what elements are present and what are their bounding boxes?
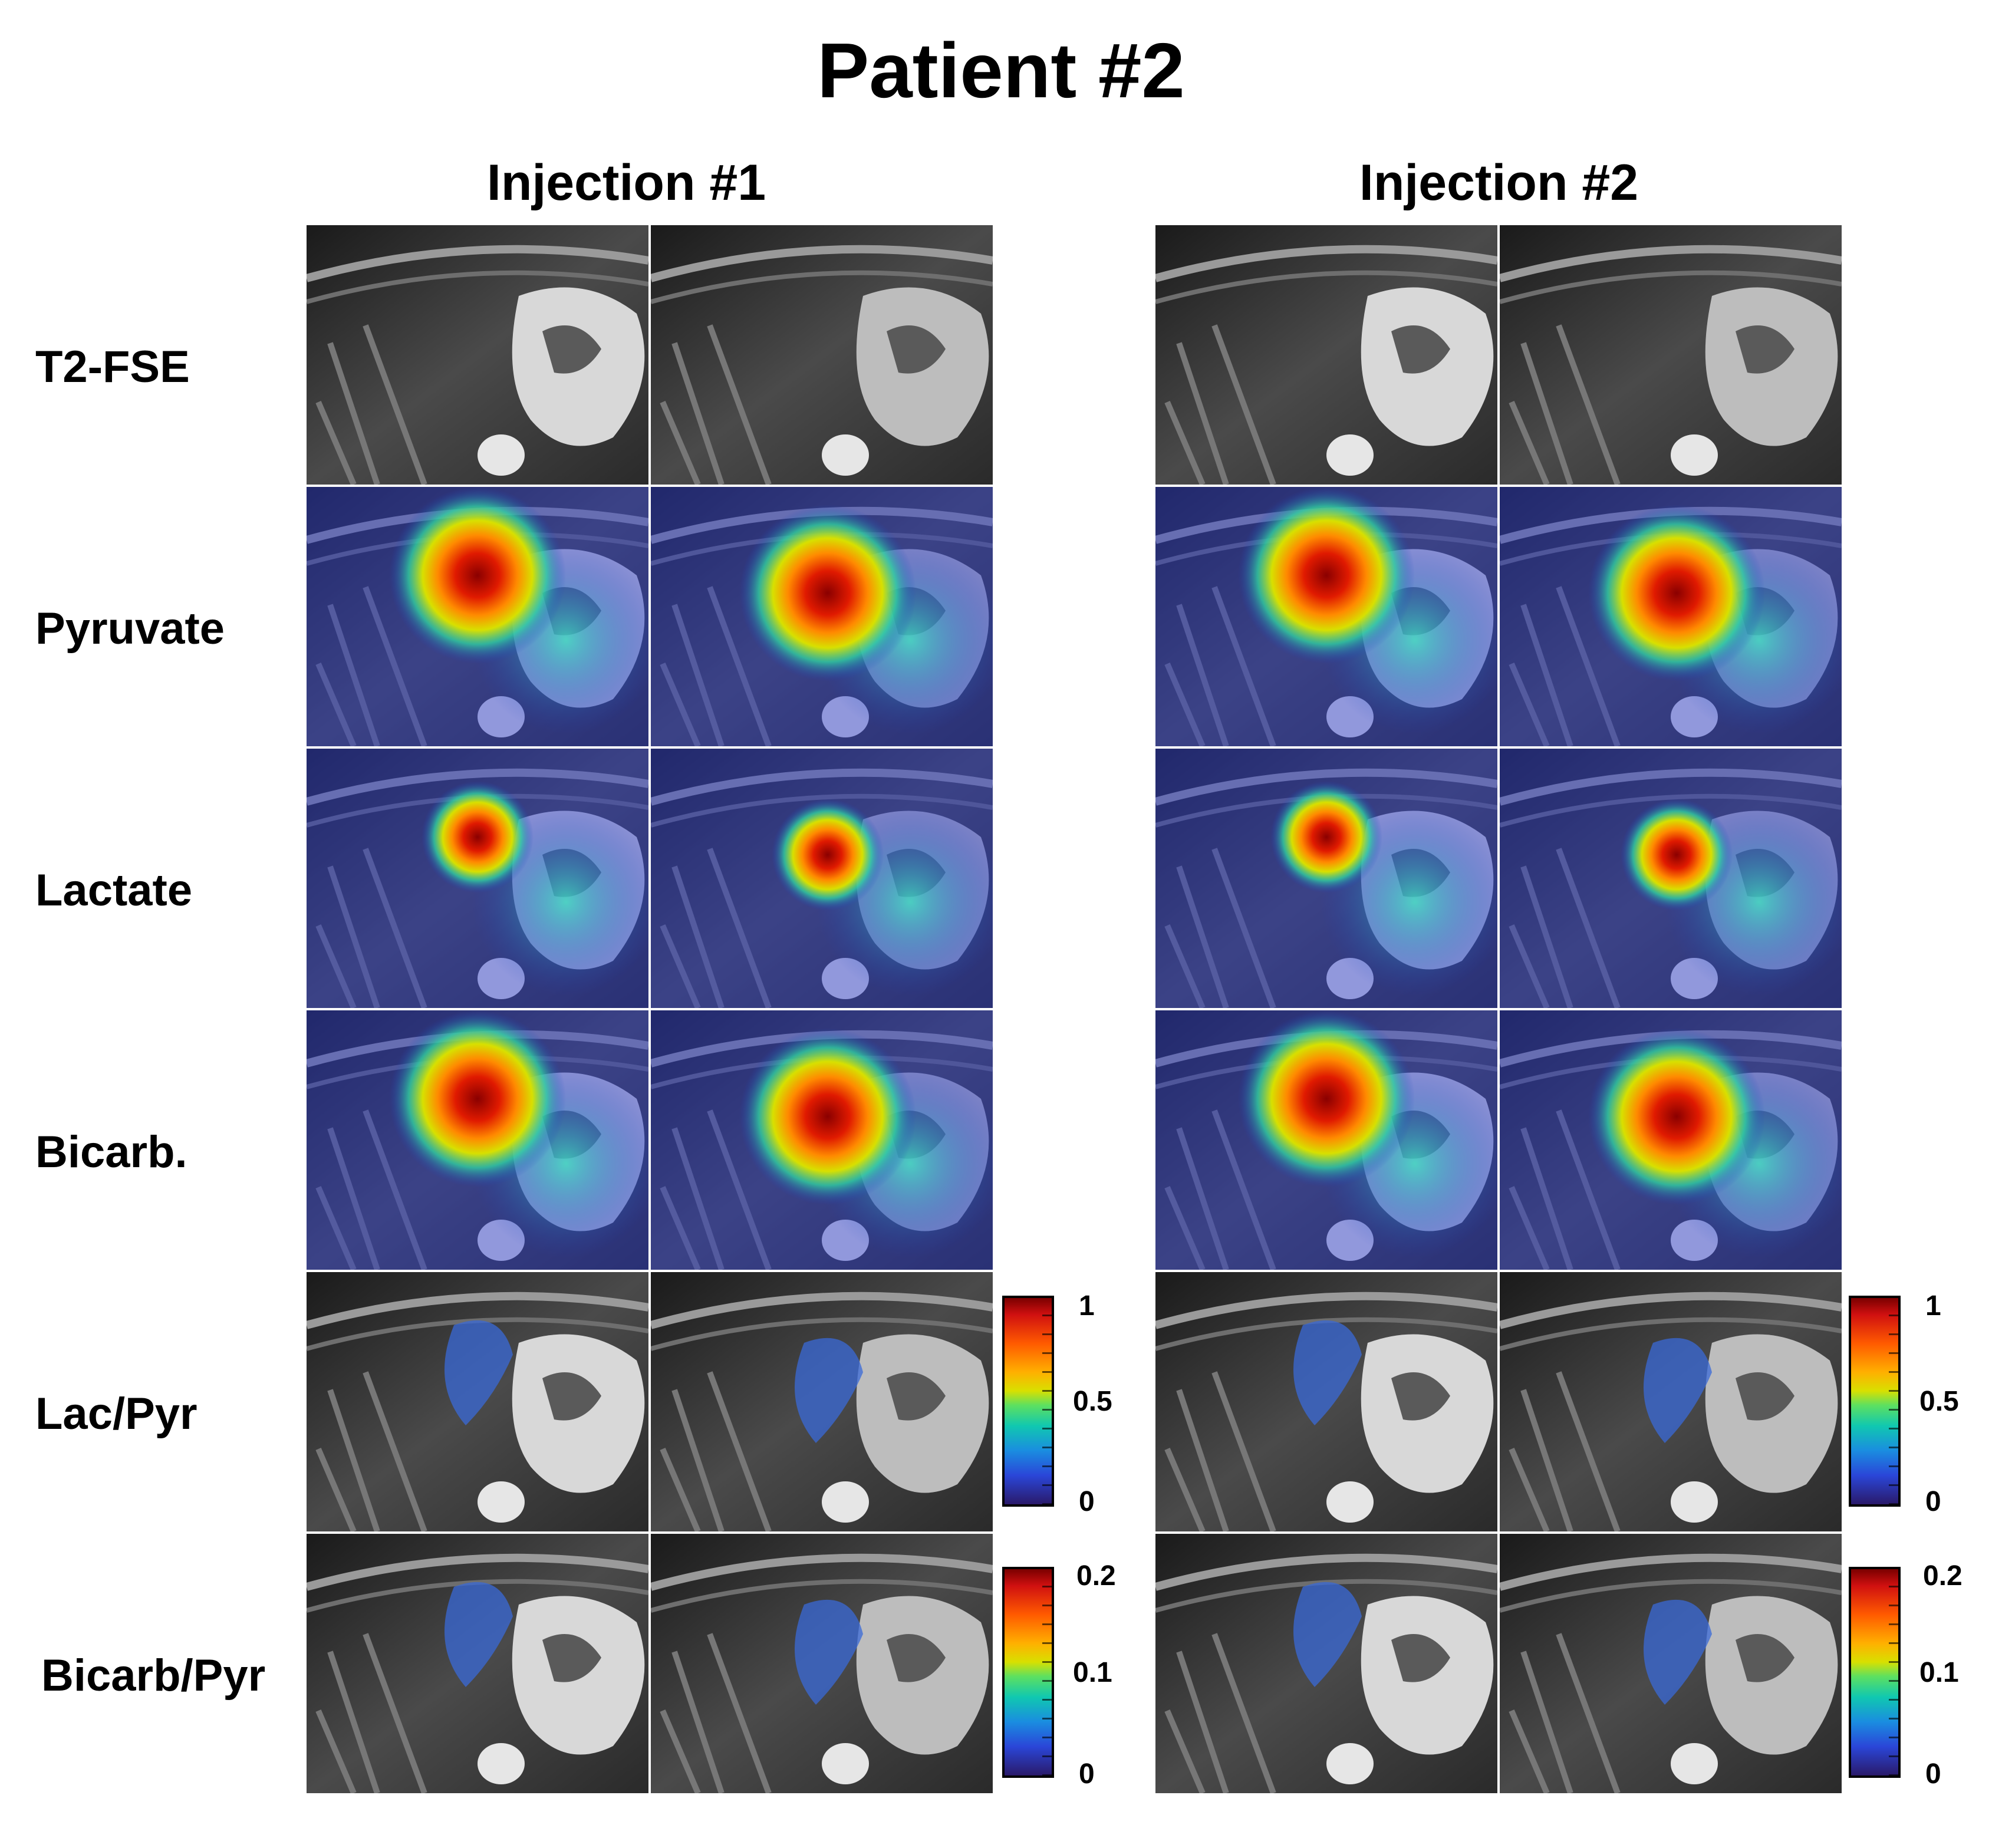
image-panel-bicarb-pyr-injection-2-slice-2 (1500, 1534, 1842, 1793)
image-panel-t2-fse-injection-2-slice-1 (1155, 225, 1497, 485)
colorbar-lac-pyr-injection-2 (1849, 1296, 1901, 1507)
image-panel-lac-pyr-injection-2-slice-2 (1500, 1272, 1842, 1531)
image-panel-bicarb-pyr-injection-1-slice-2 (651, 1534, 993, 1793)
image-panel-bicarb-injection-2-slice-1 (1155, 1010, 1497, 1270)
row-label-lac-pyr: Lac/Pyr (35, 1388, 197, 1439)
colorbar-tick-min: 0 (1079, 1486, 1095, 1517)
colorbar-tick-min: 0 (1925, 1486, 1941, 1517)
row-label-t2-fse: T2-FSE (35, 341, 190, 392)
colorbar-tick-mid: 0.5 (1919, 1386, 1959, 1417)
image-panel-lactate-injection-2-slice-1 (1155, 749, 1497, 1008)
image-panel-pyruvate-injection-2-slice-2 (1500, 487, 1842, 746)
image-panel-pyruvate-injection-1-slice-2 (651, 487, 993, 746)
image-panel-t2-fse-injection-2-slice-2 (1500, 225, 1842, 485)
image-panel-bicarb-pyr-injection-2-slice-1 (1155, 1534, 1497, 1793)
image-panel-pyruvate-injection-2-slice-1 (1155, 487, 1497, 746)
image-panel-t2-fse-injection-1-slice-2 (651, 225, 993, 485)
image-panel-bicarb-injection-1-slice-2 (651, 1010, 993, 1270)
row-label-bicarb-pyr: Bicarb/Pyr (41, 1650, 266, 1701)
image-panel-lac-pyr-injection-2-slice-1 (1155, 1272, 1497, 1531)
image-panel-t2-fse-injection-1-slice-1 (307, 225, 648, 485)
image-panel-lac-pyr-injection-1-slice-1 (307, 1272, 648, 1531)
image-panel-lactate-injection-2-slice-2 (1500, 749, 1842, 1008)
colorbar-tick-mid: 0.5 (1073, 1386, 1112, 1417)
colorbar-tick-mid: 0.1 (1073, 1657, 1112, 1688)
colorbar-tick-max: 1 (1079, 1290, 1095, 1322)
image-panel-bicarb-pyr-injection-1-slice-1 (307, 1534, 648, 1793)
row-label-pyruvate: Pyruvate (35, 603, 225, 654)
colorbar-bicarb-pyr-injection-1 (1002, 1567, 1054, 1778)
colorbar-tick-min: 0 (1925, 1758, 1941, 1790)
image-panel-bicarb-injection-1-slice-1 (307, 1010, 648, 1270)
colorbar-tick-max: 0.2 (1923, 1560, 1963, 1592)
colorbar-bicarb-pyr-injection-2 (1849, 1567, 1901, 1778)
column-header-injection-2: Injection #2 (1359, 154, 1639, 211)
colorbar-lac-pyr-injection-1 (1002, 1296, 1054, 1507)
image-panel-lac-pyr-injection-1-slice-2 (651, 1272, 993, 1531)
image-panel-bicarb-injection-2-slice-2 (1500, 1010, 1842, 1270)
row-label-lactate: Lactate (35, 865, 193, 915)
image-panel-lactate-injection-1-slice-2 (651, 749, 993, 1008)
row-label-bicarb: Bicarb. (35, 1126, 187, 1177)
image-panel-pyruvate-injection-1-slice-1 (307, 487, 648, 746)
image-panel-lactate-injection-1-slice-1 (307, 749, 648, 1008)
figure-title: Patient #2 (817, 27, 1185, 114)
colorbar-tick-min: 0 (1079, 1758, 1095, 1790)
colorbar-tick-mid: 0.1 (1919, 1657, 1959, 1688)
colorbar-tick-max: 0.2 (1076, 1560, 1116, 1592)
colorbar-tick-max: 1 (1925, 1290, 1941, 1322)
column-header-injection-1: Injection #1 (486, 154, 766, 211)
